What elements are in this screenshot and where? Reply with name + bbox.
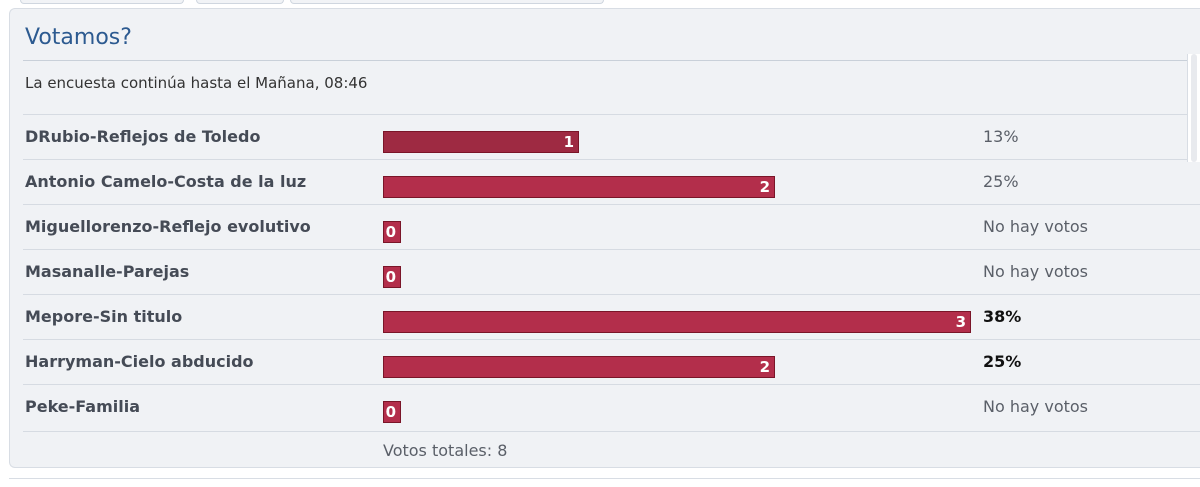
top-tab[interactable] xyxy=(290,0,604,4)
response-bar: 0 xyxy=(383,401,401,423)
response-name: Antonio Camelo-Costa de la luz xyxy=(25,172,307,191)
top-tabs xyxy=(0,0,1200,6)
response-name: Harryman-Cielo abducido xyxy=(25,352,254,371)
response-name: DRubio-Reflejos de Toledo xyxy=(25,127,261,146)
response-name: Peke-Familia xyxy=(25,397,140,416)
poll-closing-time: La encuesta continúa hasta el Mañana, 08… xyxy=(25,74,368,92)
response-percent: No hay votos xyxy=(983,262,1088,281)
response-bar-track: 3 xyxy=(383,311,971,333)
response-bar: 2 xyxy=(383,176,775,198)
response-bar: 2 xyxy=(383,356,775,378)
next-section-edge xyxy=(9,478,1200,487)
scrollbar[interactable] xyxy=(1187,54,1200,162)
top-tab[interactable] xyxy=(196,0,284,4)
response-bar-track: 1 xyxy=(383,131,971,153)
poll-response-row: Peke-Familia 0 No hay votos xyxy=(23,384,1200,430)
top-tab[interactable] xyxy=(20,0,184,4)
response-bar: 0 xyxy=(383,266,401,288)
response-name: Mepore-Sin titulo xyxy=(25,307,183,326)
response-bar-track: 0 xyxy=(383,266,971,288)
poll-response-row: Mepore-Sin titulo 3 38% xyxy=(23,294,1200,340)
response-bar: 0 xyxy=(383,221,401,243)
response-bar-track: 0 xyxy=(383,221,971,243)
poll-response-row: DRubio-Reflejos de Toledo 1 13% xyxy=(23,114,1200,160)
response-name: Miguellorenzo-Reflejo evolutivo xyxy=(25,217,311,236)
response-bar-track: 2 xyxy=(383,176,971,198)
response-bar-track: 0 xyxy=(383,401,971,423)
scrollbar-thumb[interactable] xyxy=(1191,54,1197,162)
poll-response-row: Harryman-Cielo abducido 2 25% xyxy=(23,339,1200,385)
poll-total-row: Votos totales: 8 xyxy=(23,431,1200,470)
response-percent: No hay votos xyxy=(983,397,1088,416)
poll-container: Votamos? La encuesta continúa hasta el M… xyxy=(9,8,1200,468)
response-percent: 25% xyxy=(983,352,1022,371)
response-percent: 25% xyxy=(983,172,1019,191)
response-percent: 13% xyxy=(983,127,1019,146)
response-percent: 38% xyxy=(983,307,1022,326)
poll-response-row: Masanalle-Parejas 0 No hay votos xyxy=(23,249,1200,295)
response-percent: No hay votos xyxy=(983,217,1088,236)
title-divider xyxy=(23,60,1200,61)
response-name: Masanalle-Parejas xyxy=(25,262,190,281)
response-bar-track: 2 xyxy=(383,356,971,378)
response-bar: 1 xyxy=(383,131,579,153)
response-bar: 3 xyxy=(383,311,971,333)
total-votes: Votos totales: 8 xyxy=(383,441,508,460)
poll-response-row: Miguellorenzo-Reflejo evolutivo 0 No hay… xyxy=(23,204,1200,250)
poll-response-row: Antonio Camelo-Costa de la luz 2 25% xyxy=(23,159,1200,205)
poll-title: Votamos? xyxy=(25,25,132,50)
